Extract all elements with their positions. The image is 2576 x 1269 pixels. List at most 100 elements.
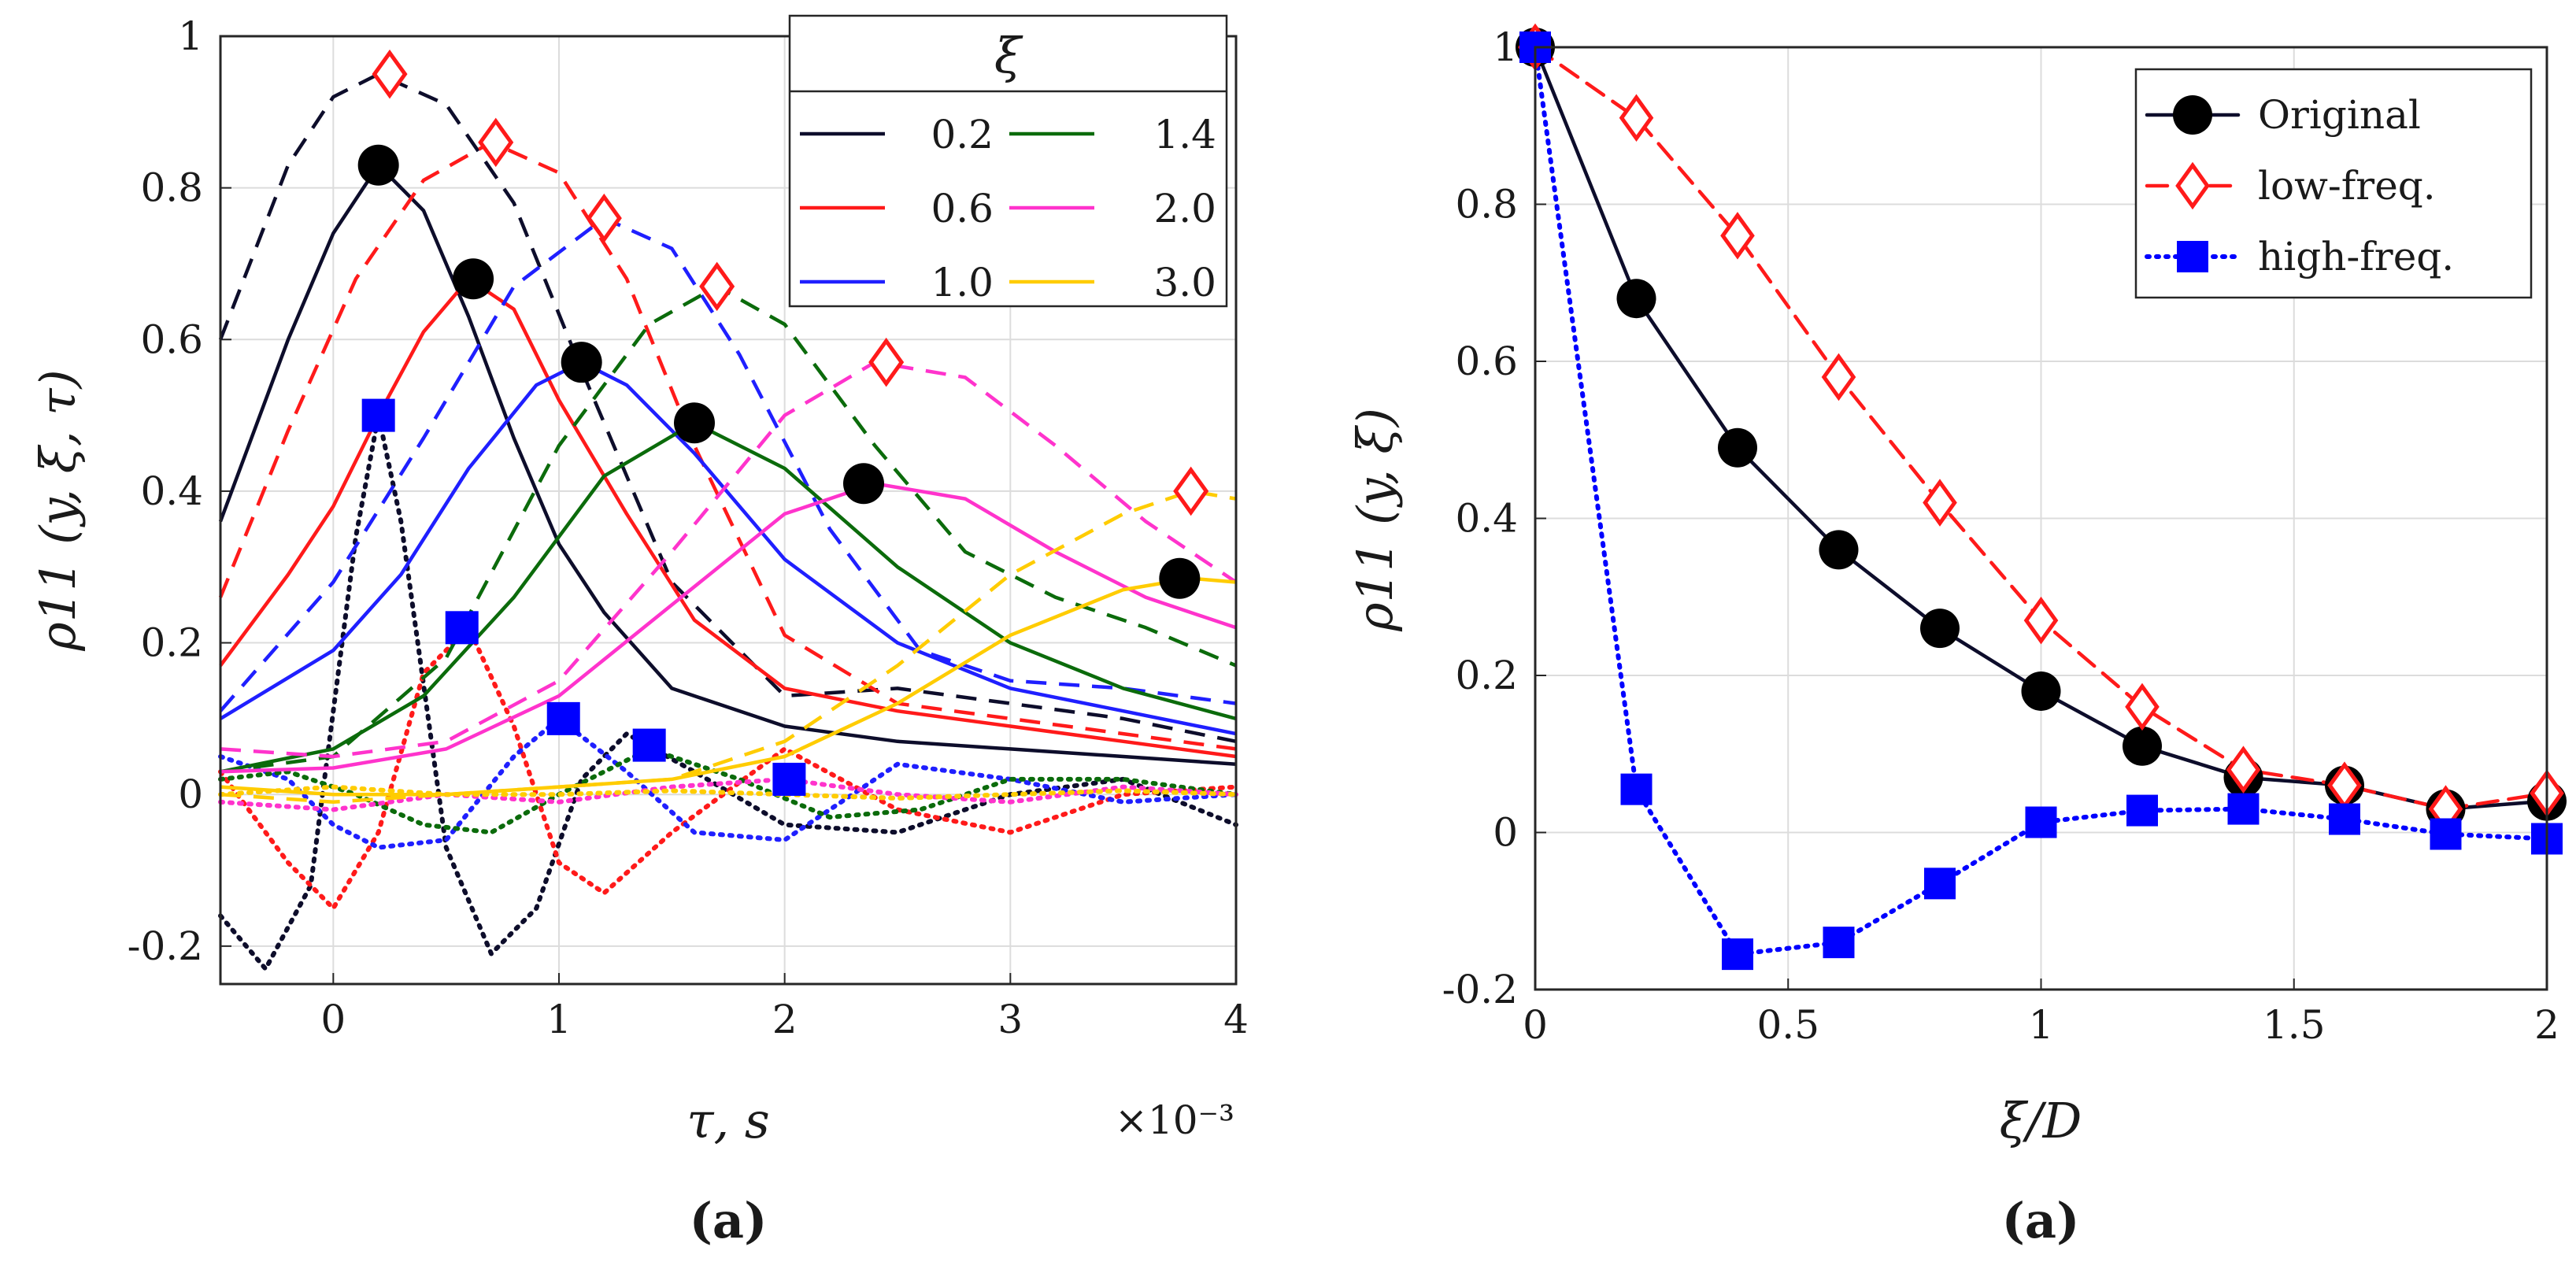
right-x-tick-label: 0	[1523, 1002, 1548, 1048]
left-legend-label-0.6: 0.6	[931, 186, 994, 231]
left-panel-label: (a)	[690, 1192, 768, 1249]
left-y-tick-label: -0.2	[128, 923, 203, 969]
left-legend-label-3.0: 3.0	[1153, 260, 1216, 305]
left-y-tick-label: 0.4	[140, 468, 203, 514]
left-peak-low-marker	[586, 193, 622, 243]
right-point-high-freq	[1924, 868, 1956, 900]
left-line-original-3.0	[220, 576, 1237, 797]
right-point-original	[2123, 726, 2162, 766]
right-point-low-freq	[1619, 94, 1654, 142]
right-legend-marker-original	[2173, 95, 2212, 135]
left-peak-low-marker	[478, 117, 514, 168]
right-y-tick-label: -0.2	[1442, 967, 1518, 1012]
left-peak-original-marker	[561, 342, 602, 383]
right-legend-entries: Original low-freq. high-freq.	[2145, 92, 2454, 279]
left-peak-high-marker	[772, 762, 806, 796]
left-peak-original-marker	[453, 258, 494, 300]
right-legend: Original low-freq. high-freq.	[2134, 68, 2533, 299]
left-line-high-0.6	[218, 625, 1238, 911]
left-chart-panel: 0 1 2 3 4 -0.2 0 0.2 0.4 0.6 0.8 1 ×10⁻³ τ, s ρ11 (…	[29, 13, 1249, 1249]
left-line-low-0.2	[218, 72, 1237, 744]
left-x-tick-label: 0	[320, 997, 346, 1042]
left-peak-low-marker	[699, 261, 735, 312]
right-x-axis-label: ξ/D	[2000, 1092, 2082, 1149]
right-x-tick-label: 0.5	[1756, 1002, 1819, 1048]
left-markers	[357, 49, 1209, 796]
left-peak-low-marker	[1173, 466, 1209, 516]
left-x-axis-label: τ, s	[687, 1092, 770, 1149]
left-peak-high-marker	[546, 701, 580, 735]
left-line-original-0.6	[219, 276, 1237, 759]
left-line-original-1.4	[220, 420, 1237, 774]
right-point-high-freq	[2126, 794, 2158, 827]
right-point-high-freq	[2227, 793, 2260, 825]
left-peak-original-marker	[1159, 557, 1201, 599]
right-point-high-freq	[2025, 806, 2057, 838]
right-panel-label: (a)	[2002, 1192, 2080, 1249]
left-line-low-0.6	[218, 140, 1237, 751]
left-legend-label-0.2: 0.2	[931, 112, 994, 157]
left-line-high-3.0	[218, 784, 1238, 801]
left-peak-high-marker	[361, 398, 395, 432]
right-legend-marker-high-freq	[2177, 241, 2208, 272]
left-x-tick-label: 2	[772, 997, 798, 1042]
left-line-original-1.0	[219, 360, 1237, 736]
right-point-low-freq	[1821, 353, 1856, 401]
right-point-original	[2021, 671, 2061, 711]
left-line-low-3.0	[220, 489, 1237, 805]
left-legend: ξ 0.2 0.6 1.0 1.4 2.0 3.0	[788, 14, 1228, 308]
right-point-low-freq	[1923, 479, 1957, 527]
left-line-low-2.0	[220, 360, 1238, 759]
left-x-tick-label: 3	[997, 997, 1023, 1042]
right-point-high-freq	[2329, 803, 2360, 835]
right-point-high-freq	[2430, 818, 2462, 850]
right-point-high-freq	[1823, 927, 1855, 959]
right-y-tick-label: 0.8	[1455, 182, 1518, 228]
left-peak-low-marker	[868, 337, 905, 387]
left-legend-label-1.0: 1.0	[931, 260, 994, 305]
left-line-high-1.0	[218, 716, 1238, 850]
right-y-tick-label: 0.6	[1455, 339, 1518, 384]
left-y-axis-label: ρ11 (y, ξ, τ)	[29, 369, 87, 652]
right-legend-marker-low-freq	[2175, 161, 2210, 210]
right-point-high-freq	[1722, 938, 1753, 971]
right-tick-labels: 0 0.5 1 1.5 2-0.200.20.40.60.81	[1442, 24, 2559, 1048]
left-legend-title: ξ	[994, 27, 1023, 84]
left-plot-frame	[219, 35, 1238, 986]
left-line-low-1.4	[220, 284, 1237, 774]
right-point-low-freq	[2226, 745, 2261, 794]
right-legend-label-high-freq.: high-freq.	[2258, 234, 2454, 279]
left-y-tick-label: 0.6	[140, 316, 203, 362]
left-series	[218, 72, 1238, 971]
right-point-original	[1718, 427, 1757, 468]
right-point-original	[1920, 609, 1960, 649]
right-point-low-freq	[1720, 212, 1755, 260]
right-y-tick-label: 0.2	[1455, 653, 1518, 698]
right-point-original	[1819, 530, 1859, 570]
left-y-tick-label: 0.8	[140, 165, 203, 211]
right-series	[1516, 23, 2567, 971]
right-x-tick-label: 1	[2029, 1002, 2054, 1048]
right-y-tick-label: 1	[1493, 24, 1518, 70]
right-x-tick-label: 1.5	[2263, 1002, 2326, 1048]
right-chart-panel: 0 0.5 1 1.5 2-0.200.20.40.60.81 ξ/D ρ11 (y, …	[1346, 23, 2567, 1249]
left-line-high-0.2	[218, 413, 1238, 971]
left-legend-label-1.4: 1.4	[1153, 112, 1216, 157]
left-peak-original-marker	[843, 463, 884, 505]
left-line-original-0.2	[218, 163, 1237, 766]
left-x-multiplier: ×10⁻³	[1115, 1097, 1234, 1143]
left-peak-low-marker	[372, 49, 408, 99]
right-legend-label-low-freq.: low-freq.	[2258, 163, 2436, 209]
right-y-tick-label: 0.4	[1455, 496, 1518, 542]
right-point-low-freq	[2125, 683, 2160, 731]
left-legend-entries: 0.2 0.6 1.0 1.4 2.0 3.0	[800, 112, 1216, 305]
left-tick-labels: 0 1 2 3 4 -0.2 0 0.2 0.4 0.6 0.8 1	[128, 13, 1249, 1042]
right-point-high-freq	[1620, 773, 1653, 805]
right-x-tick-label: 2	[2534, 1002, 2559, 1048]
left-legend-label-2.0: 2.0	[1153, 186, 1216, 231]
right-point-original	[1616, 279, 1656, 319]
left-x-tick-label: 1	[546, 997, 572, 1042]
left-peak-high-marker	[445, 611, 479, 645]
right-plot-frame	[1534, 46, 2548, 991]
right-y-axis-label: ρ11 (y, ξ)	[1346, 408, 1404, 632]
